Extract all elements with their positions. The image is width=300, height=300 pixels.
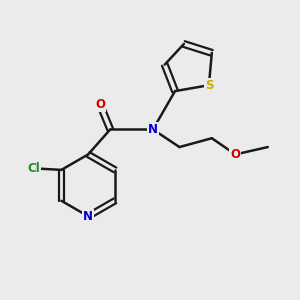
Text: Cl: Cl — [27, 162, 40, 175]
Text: N: N — [83, 210, 93, 223]
Text: O: O — [95, 98, 105, 111]
Text: N: N — [148, 123, 158, 136]
Text: O: O — [230, 148, 240, 161]
Text: S: S — [205, 79, 213, 92]
